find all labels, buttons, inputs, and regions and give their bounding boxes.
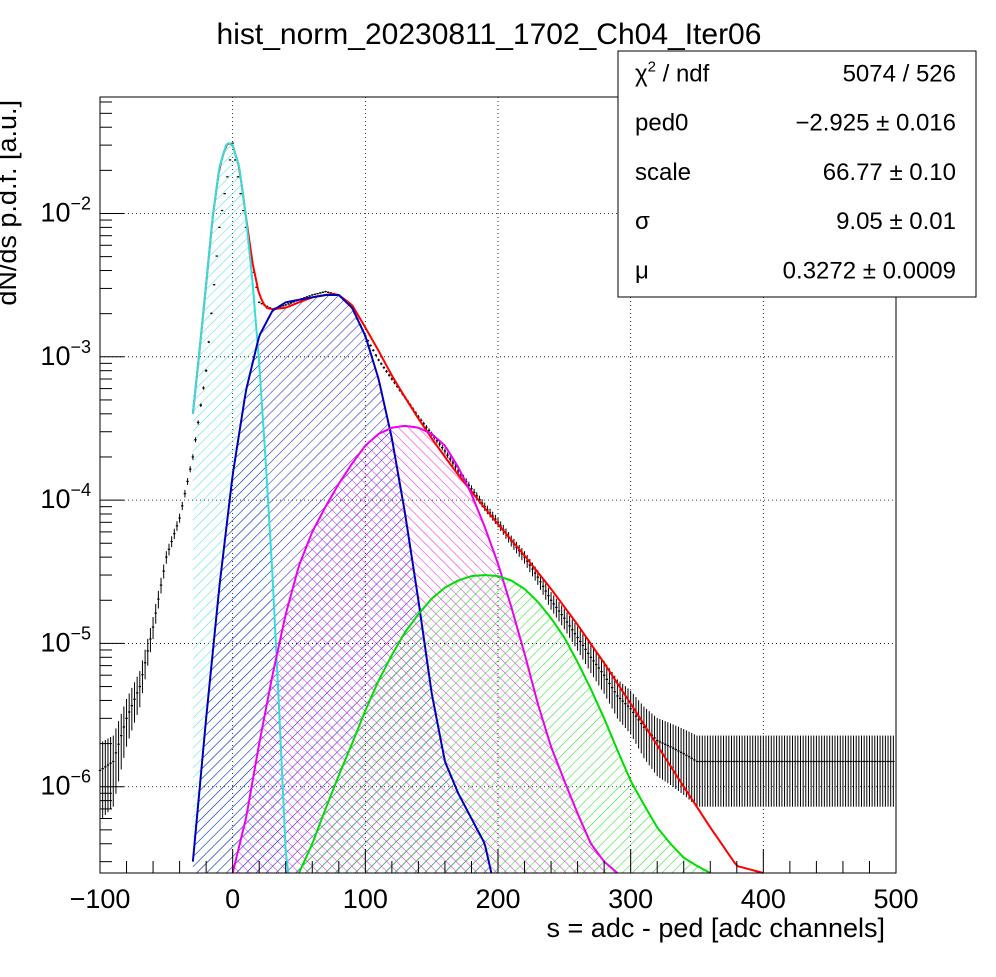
y-axis-label: dN/ds p.d.f. [a.u.] [0, 100, 22, 306]
pedestal-gaussian-curve [191, 142, 290, 874]
3-photoelectron-fill [299, 575, 711, 873]
x-tick-label: −100 [70, 884, 131, 914]
axes: −100 0 100 200 300 400 500 10−2 10−3 10−4 10−5 10−6 [40, 101, 919, 914]
2-photoelectron-curve [231, 424, 619, 874]
stats-value: 0.3272 ± 0.0009 [783, 257, 956, 284]
y-tick-label: 10−5 [40, 623, 91, 657]
stats-value: −2.925 ± 0.016 [795, 110, 956, 137]
stats-box: χ2 / ndf 5074 / 526 ped0 −2.925 ± 0.016 scal… [617, 50, 977, 298]
x-tick-label: 500 [873, 884, 918, 914]
x-tick-label: 400 [741, 884, 786, 914]
stats-value: 9.05 ± 0.01 [836, 208, 956, 235]
x-axis-label: s = adc - ped [adc channels] [547, 913, 885, 943]
x-tick-label: 100 [343, 884, 388, 914]
stats-box-frame [617, 50, 977, 298]
1-photoelectron-curve [191, 293, 493, 874]
stats-label: χ2 / ndf [635, 59, 710, 88]
stats-label: ped0 [635, 110, 688, 137]
y-tick-label: 10−6 [40, 767, 91, 801]
y-tick-label: 10−4 [40, 480, 91, 514]
3-photoelectron-curve [298, 574, 711, 874]
x-tick-label: 0 [225, 884, 240, 914]
y-tick-label: 10−2 [40, 193, 91, 227]
x-tick-label: 300 [608, 884, 653, 914]
y-tick-label: 10−3 [40, 337, 91, 371]
chart-title: hist_norm_20230811_1702_Ch04_Iter06 [217, 18, 762, 51]
stats-value: 5074 / 526 [843, 61, 956, 88]
x-tick-label: 200 [475, 884, 520, 914]
stats-label: σ [635, 208, 650, 235]
stats-value: 66.77 ± 0.10 [823, 159, 956, 186]
total-fit-curve [191, 142, 764, 874]
stats-label: μ [635, 257, 649, 284]
fit-curves [191, 142, 764, 874]
stats-label: scale [635, 159, 691, 186]
